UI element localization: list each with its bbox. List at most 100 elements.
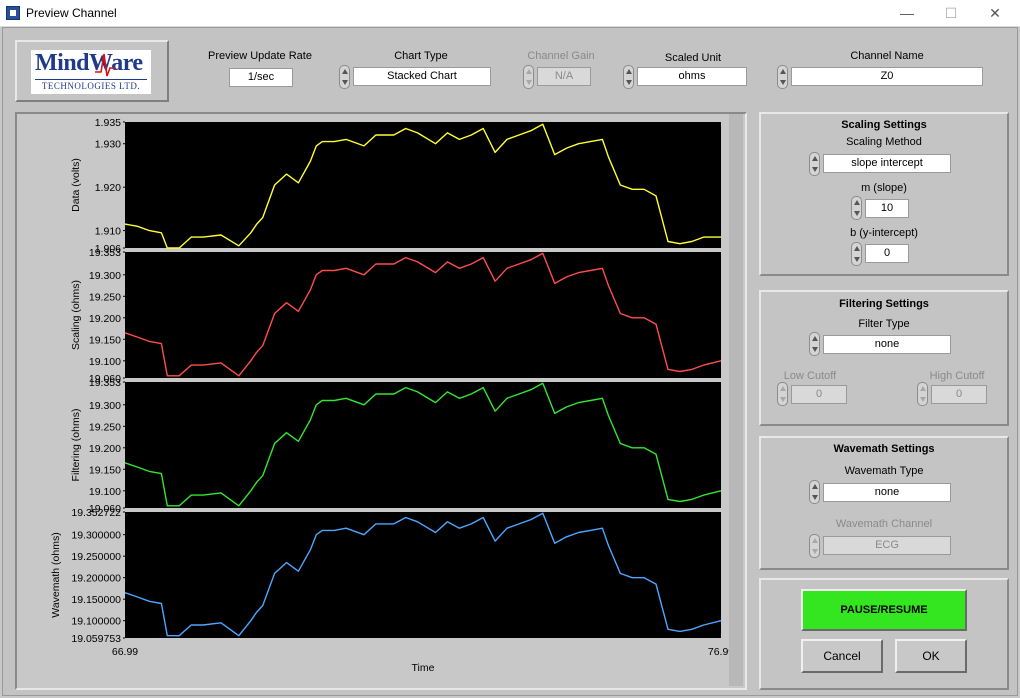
slope-field[interactable]: 10 (865, 199, 909, 218)
y-tick-label: 1.910 (95, 226, 121, 238)
wavemath-type-select[interactable]: none (823, 483, 951, 502)
wavemath-channel-spinner (809, 534, 820, 558)
scaling-method-label: Scaling Method (846, 136, 922, 148)
y-tick-label: 19.300000 (71, 530, 121, 542)
channel-name-label: Channel Name (850, 50, 924, 62)
wavemath-channel-field: ECG (823, 536, 951, 555)
y-tick-label: 19.060 (89, 373, 121, 385)
channel-gain-field: N/A (537, 67, 591, 86)
wavemath-settings-panel: Wavemath Settings Wavemath Type none Wav… (759, 436, 1009, 570)
filter-type-spinner[interactable] (809, 332, 820, 356)
y-tick-label: 19.150 (89, 334, 121, 346)
y-tick-label: 19.150 (89, 464, 121, 476)
data-series-line (124, 123, 721, 249)
scaling-settings-panel: Scaling Settings Scaling Method slope in… (759, 112, 1009, 276)
channel-name-select[interactable]: Z0 (791, 67, 983, 86)
pause-resume-button[interactable]: PAUSE/RESUME (801, 589, 967, 631)
window-title: Preview Channel (26, 6, 117, 20)
y-tick-label: 19.250 (89, 421, 121, 433)
scaling-method-spinner[interactable] (809, 152, 820, 176)
scaling-settings-title: Scaling Settings (841, 119, 927, 131)
wavemath-settings-title: Wavemath Settings (833, 443, 935, 455)
intercept-label: b (y-intercept) (850, 227, 918, 239)
scaling-method-select[interactable]: slope intercept (823, 154, 951, 173)
app-icon (6, 6, 20, 20)
y-tick-label: 19.250 (89, 291, 121, 303)
chart-type-label: Chart Type (394, 50, 448, 62)
close-icon[interactable]: ✕ (989, 5, 1001, 21)
slope-spinner[interactable] (851, 196, 862, 220)
filtering-settings-panel: Filtering Settings Filter Type none Low … (759, 290, 1009, 426)
plot-area-filtering (125, 382, 721, 508)
y-tick-label: 1.906 (95, 243, 121, 255)
title-bar: Preview Channel — ☐ ✕ (0, 0, 1020, 27)
scaled-unit-spinner[interactable] (623, 65, 634, 89)
preview-channel-window: MindWare TECHNOLOGIES LTD. Preview Updat… (2, 27, 1018, 696)
y-axis-label: Wavemath (ohms) (50, 532, 62, 617)
plot-area-data (125, 122, 721, 248)
chart-scrollbar[interactable] (729, 114, 743, 686)
stacked-chart: 1.935 1.930 1.920 1.910 1.906 Data (volts) 19.… (50, 114, 743, 686)
plot-area-scaling (125, 252, 721, 378)
slope-label: m (slope) (861, 182, 907, 194)
minimize-icon[interactable]: — (900, 5, 914, 21)
low-cutoff-spinner (777, 382, 788, 406)
wavemath-type-spinner[interactable] (809, 480, 820, 504)
channel-gain-spinner (523, 65, 534, 89)
intercept-field[interactable]: 0 (865, 244, 909, 263)
scaled-unit-label: Scaled Unit (664, 52, 722, 64)
filtering-series-line (124, 382, 722, 507)
y-tick-label: 19.200 (89, 443, 121, 455)
channel-name-spinner[interactable] (777, 65, 788, 89)
maximize-icon[interactable]: ☐ (944, 5, 958, 21)
y-tick-label: 19.352722 (71, 507, 121, 519)
low-cutoff-field: 0 (791, 385, 847, 404)
high-cutoff-spinner (917, 382, 928, 406)
ok-button[interactable]: OK (895, 639, 967, 673)
wavemath-type-label: Wavemath Type (844, 465, 924, 477)
logo-subtitle: TECHNOLOGIES LTD. (35, 79, 147, 91)
high-cutoff-label: High Cutoff (929, 370, 985, 382)
channel-gain-label: Channel Gain (527, 50, 595, 62)
stacked-chart-panel: 1.935 1.930 1.920 1.910 1.906 Data (volts) 19.… (15, 112, 747, 690)
low-cutoff-label: Low Cutoff (783, 370, 837, 382)
y-tick-label: 19.059753 (71, 633, 121, 645)
y-axis-label: Data (volts) (70, 158, 82, 212)
logo-plate: MindWare TECHNOLOGIES LTD. (31, 50, 151, 94)
wavemath-series-line (124, 512, 722, 637)
chart-type-spinner[interactable] (339, 65, 350, 89)
high-cutoff-field: 0 (931, 385, 987, 404)
y-tick-label: 1.920 (95, 182, 121, 194)
wavemath-channel-label: Wavemath Channel (835, 518, 933, 530)
y-tick-label: 19.353 (89, 377, 121, 389)
y-tick-label: 19.300 (89, 270, 121, 282)
filtering-settings-title: Filtering Settings (839, 298, 929, 310)
y-tick-label: 19.060 (89, 503, 121, 515)
logo-ecg-wave-icon (95, 53, 115, 77)
y-tick-label: 19.150000 (71, 594, 121, 606)
y-tick-label: 19.200000 (71, 573, 121, 585)
intercept-spinner[interactable] (851, 242, 862, 266)
y-tick-label: 1.930 (95, 139, 121, 151)
y-axis-label: Filtering (ohms) (70, 409, 82, 482)
y-tick-label: 19.100 (89, 356, 121, 368)
scaled-unit-select[interactable]: ohms (637, 67, 747, 86)
filter-type-label: Filter Type (858, 318, 910, 330)
x-tick-label: 66.99 (112, 646, 138, 658)
mindware-logo: MindWare TECHNOLOGIES LTD. (15, 40, 169, 102)
plot-area-wavemath (125, 512, 721, 638)
y-tick-label: 19.300 (89, 400, 121, 412)
filter-type-select[interactable]: none (823, 335, 951, 354)
logo-brand: MindWare (35, 50, 143, 76)
x-tick-label: 76.99 (708, 646, 734, 658)
y-tick-label: 19.250000 (71, 551, 121, 563)
y-tick-label: 19.100000 (71, 616, 121, 628)
scaling-series-line (124, 252, 722, 377)
x-axis-label: Time (412, 662, 435, 674)
y-tick-label: 19.200 (89, 313, 121, 325)
y-tick-label: 1.935 (95, 117, 121, 129)
preview-update-rate-field[interactable]: 1/sec (229, 68, 293, 87)
chart-type-select[interactable]: Stacked Chart (353, 67, 491, 86)
y-axis-label: Scaling (ohms) (70, 280, 82, 350)
cancel-button[interactable]: Cancel (801, 639, 883, 673)
